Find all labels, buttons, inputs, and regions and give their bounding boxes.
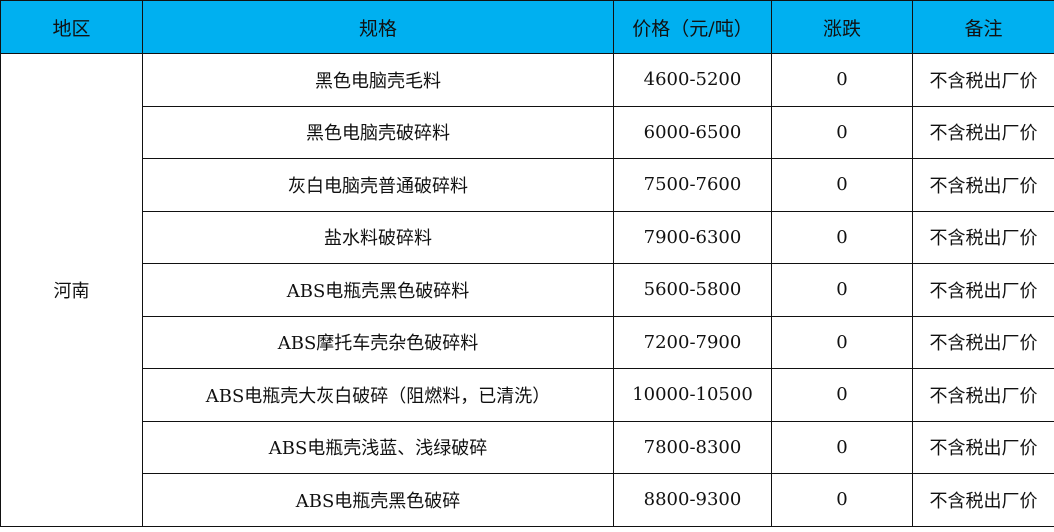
table-row: ABS电瓶壳黑色破碎料 5600-5800 0 不含税出厂价 — [1, 263, 1054, 317]
change-cell: 0 — [771, 315, 913, 369]
change-cell: 0 — [771, 420, 913, 474]
spec-cell: ABS电瓶壳浅蓝、浅绿破碎 — [142, 420, 614, 474]
note-cell: 不含税出厂价 — [912, 420, 1054, 474]
spec-cell: ABS摩托车壳杂色破碎料 — [142, 315, 614, 369]
price-cell: 7900-6300 — [613, 210, 772, 264]
note-cell: 不含税出厂价 — [912, 315, 1054, 369]
header-price: 价格（元/吨） — [613, 0, 772, 54]
table-row: 盐水料破碎料 7900-6300 0 不含税出厂价 — [1, 210, 1054, 264]
price-cell: 7500-7600 — [613, 158, 772, 212]
price-cell: 10000-10500 — [613, 368, 772, 422]
price-cell: 7800-8300 — [613, 420, 772, 474]
table-row: ABS电瓶壳浅蓝、浅绿破碎 7800-8300 0 不含税出厂价 — [1, 420, 1054, 474]
table-row: ABS电瓶壳大灰白破碎（阻燃料，已清洗） 10000-10500 0 不含税出厂价 — [1, 368, 1054, 422]
spec-cell: ABS电瓶壳大灰白破碎（阻燃料，已清洗） — [142, 368, 614, 422]
spec-cell: ABS电瓶壳黑色破碎 — [142, 473, 614, 527]
table-row: 河南 黑色电脑壳毛料 4600-5200 0 不含税出厂价 — [0, 53, 1054, 527]
change-cell: 0 — [771, 105, 913, 159]
note-cell: 不含税出厂价 — [912, 105, 1054, 159]
note-cell: 不含税出厂价 — [912, 368, 1054, 422]
change-cell: 0 — [771, 368, 913, 422]
change-cell: 0 — [771, 158, 913, 212]
change-cell: 0 — [771, 263, 913, 317]
header-row: 地区 规格 价格（元/吨） 涨跌 备注 — [0, 0, 1054, 54]
spec-cell: ABS电瓶壳黑色破碎料 — [142, 263, 614, 317]
header-note: 备注 — [912, 0, 1054, 54]
note-cell: 不含税出厂价 — [912, 473, 1054, 527]
note-cell: 不含税出厂价 — [912, 53, 1054, 107]
note-cell: 不含税出厂价 — [912, 158, 1054, 212]
table-row: ABS电瓶壳黑色破碎 8800-9300 0 不含税出厂价 — [1, 473, 1054, 527]
table-row: 黑色电脑壳破碎料 6000-6500 0 不含税出厂价 — [1, 105, 1054, 159]
spec-cell: 灰白电脑壳普通破碎料 — [142, 158, 614, 212]
change-cell: 0 — [771, 53, 913, 107]
spec-cell: 黑色电脑壳破碎料 — [142, 105, 614, 159]
price-cell: 7200-7900 — [613, 315, 772, 369]
change-cell: 0 — [771, 473, 913, 527]
spec-cell: 盐水料破碎料 — [142, 210, 614, 264]
header-change: 涨跌 — [771, 0, 913, 54]
table-row: ABS摩托车壳杂色破碎料 7200-7900 0 不含税出厂价 — [1, 315, 1054, 369]
region-cell: 河南 — [0, 53, 143, 527]
spec-cell: 黑色电脑壳毛料 — [142, 53, 614, 107]
price-cell: 4600-5200 — [613, 53, 772, 107]
note-cell: 不含税出厂价 — [912, 210, 1054, 264]
header-spec: 规格 — [142, 0, 614, 54]
price-cell: 5600-5800 — [613, 263, 772, 317]
price-cell: 6000-6500 — [613, 105, 772, 159]
table-row: 灰白电脑壳普通破碎料 7500-7600 0 不含税出厂价 — [1, 158, 1054, 212]
change-cell: 0 — [771, 210, 913, 264]
header-region: 地区 — [0, 0, 143, 54]
note-cell: 不含税出厂价 — [912, 263, 1054, 317]
price-cell: 8800-9300 — [613, 473, 772, 527]
